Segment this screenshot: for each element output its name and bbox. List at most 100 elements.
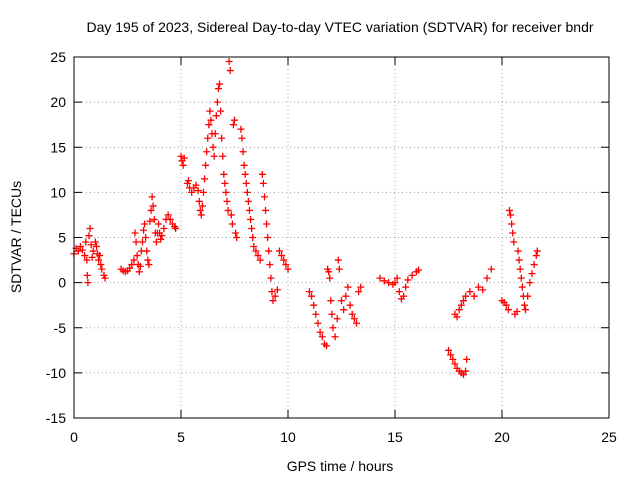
data-point (355, 288, 363, 296)
y-tick-label: -10 (46, 365, 66, 381)
data-point (462, 292, 470, 300)
data-point (508, 220, 516, 228)
data-point (352, 319, 360, 327)
data-point (142, 234, 150, 241)
data-point (504, 306, 512, 314)
data-point (92, 243, 100, 251)
data-point (211, 130, 219, 138)
data-point (312, 310, 320, 318)
data-point (194, 187, 202, 195)
data-point (227, 211, 235, 219)
data-point (136, 262, 144, 270)
data-point (318, 333, 326, 341)
data-point (393, 274, 401, 282)
data-point (85, 232, 93, 240)
data-point (483, 274, 491, 282)
data-point (451, 360, 459, 368)
data-point (513, 308, 521, 316)
data-point (331, 333, 339, 341)
data-point (348, 310, 356, 318)
data-point (517, 274, 525, 282)
data-point (408, 271, 416, 279)
data-point (269, 297, 277, 305)
data-point (305, 288, 313, 296)
data-point (222, 188, 230, 196)
x-axis-label: GPS time / hours (287, 458, 394, 474)
data-point (507, 211, 515, 219)
data-point (415, 266, 423, 274)
data-point (128, 261, 136, 269)
data-point (83, 271, 91, 279)
data-point (258, 170, 266, 178)
y-tick-label: 5 (58, 230, 66, 246)
data-point (164, 211, 172, 219)
data-point (462, 367, 470, 375)
data-point (96, 252, 104, 260)
data-point (231, 116, 238, 124)
data-point (145, 261, 153, 269)
data-point (135, 268, 143, 276)
data-point (265, 247, 273, 255)
data-point (239, 148, 247, 156)
data-point (228, 220, 236, 228)
data-point (254, 252, 262, 260)
y-tick-label: -5 (54, 320, 67, 336)
data-point (157, 235, 165, 243)
data-point (280, 256, 288, 264)
data-point (88, 253, 96, 261)
data-point (314, 319, 322, 327)
data-point (221, 179, 229, 187)
data-point (155, 220, 163, 228)
grid (74, 57, 609, 418)
y-tick-label: 10 (50, 184, 66, 200)
data-point (402, 283, 410, 291)
data-point (344, 283, 352, 291)
data-point (218, 134, 226, 142)
data-point (273, 286, 281, 294)
data-point (240, 161, 248, 169)
data-point (248, 224, 256, 232)
data-point (340, 306, 348, 314)
x-tick-label: 5 (177, 429, 185, 445)
data-point (195, 197, 203, 205)
data-point (400, 292, 408, 300)
data-point (199, 188, 207, 196)
data-point (275, 247, 283, 255)
data-point (81, 252, 89, 260)
data-point (259, 179, 267, 187)
y-axis-label: SDTVAR / TECUs (8, 181, 24, 293)
data-point (237, 125, 245, 133)
chart-title: Day 195 of 2023, Sidereal Day-to-day VTE… (86, 19, 593, 35)
data-point (146, 217, 154, 225)
data-point (188, 188, 196, 196)
data-point (89, 247, 97, 255)
data-point (266, 261, 274, 269)
data-point (395, 288, 403, 296)
data-point (326, 274, 334, 282)
data-point (244, 197, 252, 205)
data-point (267, 274, 275, 282)
data-point (219, 152, 227, 160)
data-point (310, 301, 318, 309)
data-point (528, 270, 536, 278)
data-point (445, 346, 452, 354)
data-point (87, 241, 95, 249)
data-point (83, 256, 91, 264)
data-point (284, 265, 292, 273)
data-point (516, 265, 524, 273)
data-point (76, 243, 84, 251)
data-point (203, 148, 211, 156)
data-point (459, 297, 467, 305)
data-point (502, 301, 510, 309)
data-point (391, 279, 399, 287)
data-point (509, 229, 517, 237)
data-point (217, 107, 225, 115)
data-point (457, 301, 465, 309)
data-point (357, 283, 365, 291)
data-point (247, 215, 255, 223)
data-points (70, 58, 541, 379)
data-point (197, 211, 205, 219)
data-point (474, 283, 482, 291)
data-point (342, 292, 350, 300)
